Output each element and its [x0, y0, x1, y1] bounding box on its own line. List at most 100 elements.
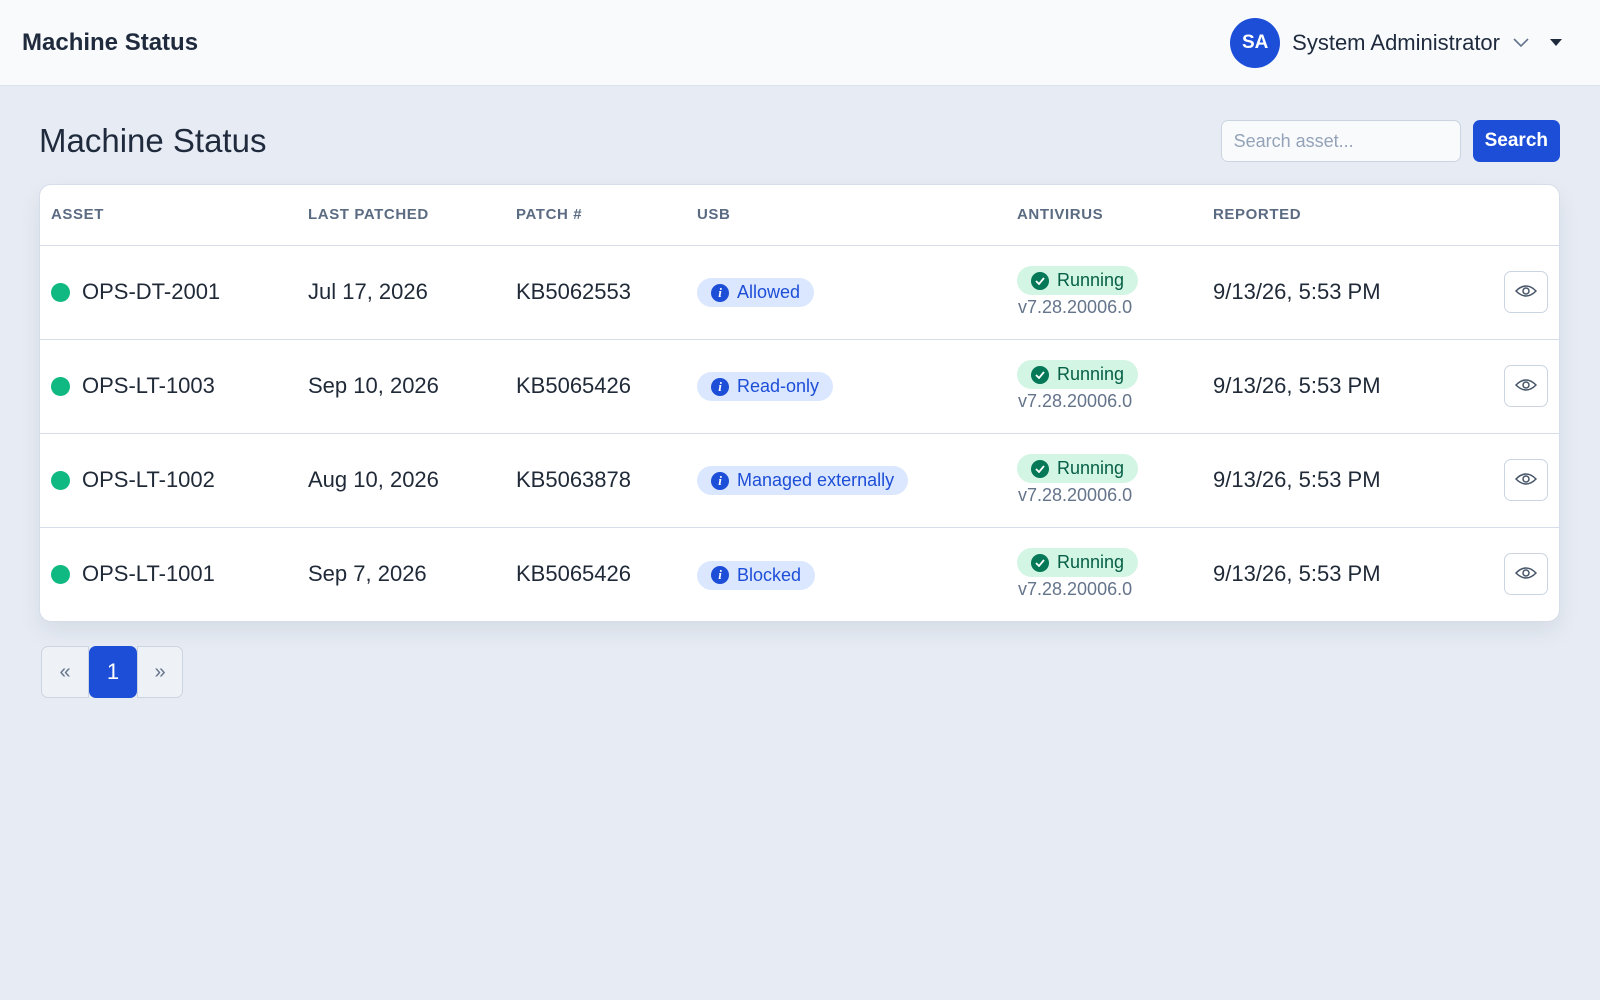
last-patched-cell: Jul 17, 2026 — [297, 245, 505, 340]
info-icon: i — [711, 283, 729, 302]
reported-cell: 9/13/26, 5:53 PM — [1202, 339, 1444, 434]
eye-icon — [1514, 472, 1538, 489]
pagination-page-button[interactable]: 1 — [89, 646, 137, 698]
eye-icon — [1514, 566, 1538, 583]
column-header-reported[interactable]: REPORTED — [1202, 185, 1444, 246]
patch-cell: KB5063878 — [505, 433, 686, 528]
usb-cell: i Blocked — [686, 527, 1006, 621]
actions-cell — [1444, 527, 1559, 621]
table-header-row: ASSET LAST PATCHED PATCH # USB ANTIVIRUS… — [40, 185, 1559, 246]
info-icon: i — [711, 377, 729, 396]
antivirus-status: Running — [1057, 270, 1125, 290]
column-header-usb[interactable]: USB — [686, 185, 1006, 246]
last-patched-cell: Sep 7, 2026 — [308, 561, 427, 587]
check-circle-icon — [1031, 365, 1049, 384]
antivirus-badge: Running — [1017, 266, 1139, 295]
asset-cell: OPS-DT-2001 — [40, 245, 297, 340]
usb-cell: i Allowed — [686, 245, 1006, 340]
antivirus-cell: Running v7.28.20006.0 — [1006, 527, 1202, 621]
antivirus-badge: Running — [1017, 454, 1139, 483]
column-header-actions — [1444, 185, 1559, 246]
antivirus-version: v7.28.20006.0 — [1018, 485, 1133, 505]
status-dot-icon — [51, 376, 70, 396]
page-title: Machine Status — [39, 122, 267, 159]
status-dot-icon — [51, 470, 70, 490]
view-button[interactable] — [1504, 553, 1548, 596]
view-button[interactable] — [1504, 365, 1548, 407]
column-header-last-patched[interactable]: LAST PATCHED — [297, 185, 505, 246]
asset-cell: OPS-LT-1002 — [40, 433, 297, 528]
user-name: System Administrator — [1292, 29, 1500, 55]
antivirus-version: v7.28.20006.0 — [1018, 391, 1133, 411]
usb-badge: i Allowed — [697, 278, 815, 308]
view-button[interactable] — [1504, 459, 1548, 501]
table-row: OPS-DT-2001 Jul 17, 2026 KB5062553 i All… — [40, 245, 1559, 340]
eye-icon — [1514, 378, 1538, 395]
asset-name: OPS-LT-1001 — [82, 561, 215, 587]
usb-badge: i Blocked — [697, 560, 816, 590]
antivirus-status: Running — [1057, 364, 1125, 384]
usb-label: Read-only — [737, 376, 820, 397]
page-header: Machine Status Search — [39, 118, 1560, 164]
pagination-prev-button[interactable]: « — [41, 646, 89, 698]
check-circle-icon — [1031, 271, 1049, 290]
reported-cell: 9/13/26, 5:53 PM — [1202, 433, 1444, 528]
reported-cell: 9/13/26, 5:53 PM — [1213, 561, 1381, 587]
asset-name: OPS-LT-1002 — [82, 467, 215, 492]
column-header-antivirus[interactable]: ANTIVIRUS — [1006, 185, 1202, 246]
asset-name: OPS-DT-2001 — [82, 279, 221, 304]
search-button[interactable]: Search — [1472, 120, 1560, 162]
check-circle-icon — [1031, 459, 1049, 478]
usb-label: Managed externally — [737, 470, 895, 491]
column-header-asset[interactable]: ASSET — [40, 185, 297, 246]
antivirus-badge: Running — [1017, 548, 1139, 578]
last-patched-cell: Aug 10, 2026 — [297, 433, 505, 528]
caret-down-icon[interactable] — [1548, 35, 1564, 51]
actions-cell — [1444, 245, 1559, 340]
avatar: SA — [1230, 17, 1281, 68]
chevron-down-icon — [1512, 34, 1530, 52]
patch-cell: KB5062553 — [505, 245, 686, 340]
reported-cell: 9/13/26, 5:53 PM — [1202, 245, 1444, 340]
info-icon: i — [711, 471, 729, 490]
antivirus-badge: Running — [1017, 360, 1139, 389]
column-header-patch[interactable]: PATCH # — [505, 185, 686, 246]
app-title: Machine Status — [22, 28, 199, 56]
check-circle-icon — [1031, 553, 1049, 572]
search-input[interactable] — [1220, 120, 1461, 162]
pagination-next-button[interactable]: » — [137, 646, 183, 698]
usb-cell: i Read-only — [686, 339, 1006, 434]
antivirus-cell: Running v7.28.20006.0 — [1006, 339, 1202, 434]
user-menu[interactable]: SA System Administrator — [1230, 17, 1578, 68]
actions-cell — [1444, 339, 1559, 434]
antivirus-version: v7.28.20006.0 — [1018, 579, 1133, 600]
machine-table: ASSET LAST PATCHED PATCH # USB ANTIVIRUS… — [39, 184, 1560, 622]
usb-badge: i Managed externally — [697, 466, 909, 496]
usb-label: Blocked — [737, 564, 802, 585]
eye-icon — [1514, 284, 1538, 301]
patch-cell: KB5065426 — [516, 561, 631, 587]
pagination: « 1 » — [41, 646, 1560, 698]
asset-cell: OPS-LT-1001 — [40, 527, 297, 621]
table-row: OPS-LT-1002 Aug 10, 2026 KB5063878 i Man… — [40, 433, 1559, 528]
asset-cell: OPS-LT-1003 — [40, 339, 297, 434]
actions-cell — [1444, 433, 1559, 528]
status-dot-icon — [51, 564, 70, 584]
info-icon: i — [711, 566, 729, 584]
last-patched-cell: Sep 10, 2026 — [297, 339, 505, 434]
table-row: OPS-LT-1003 Sep 10, 2026 KB5065426 i Rea… — [40, 339, 1559, 434]
table-row: OPS-LT-1001 Sep 7, 2026 KB5065426 i Bloc… — [40, 527, 1559, 621]
usb-cell: i Managed externally — [686, 433, 1006, 528]
antivirus-status: Running — [1057, 458, 1125, 478]
antivirus-cell: Running v7.28.20006.0 — [1006, 433, 1202, 528]
main-content: Machine Status Search ASSET LAST PATCHED… — [0, 86, 1600, 698]
usb-badge: i Read-only — [697, 372, 834, 402]
view-button[interactable] — [1504, 271, 1548, 313]
antivirus-status: Running — [1057, 552, 1125, 573]
asset-name: OPS-LT-1003 — [82, 373, 215, 398]
status-dot-icon — [51, 282, 70, 302]
antivirus-version: v7.28.20006.0 — [1018, 297, 1133, 317]
antivirus-cell: Running v7.28.20006.0 — [1006, 245, 1202, 340]
search-group: Search — [1220, 120, 1560, 162]
usb-label: Allowed — [737, 282, 801, 303]
